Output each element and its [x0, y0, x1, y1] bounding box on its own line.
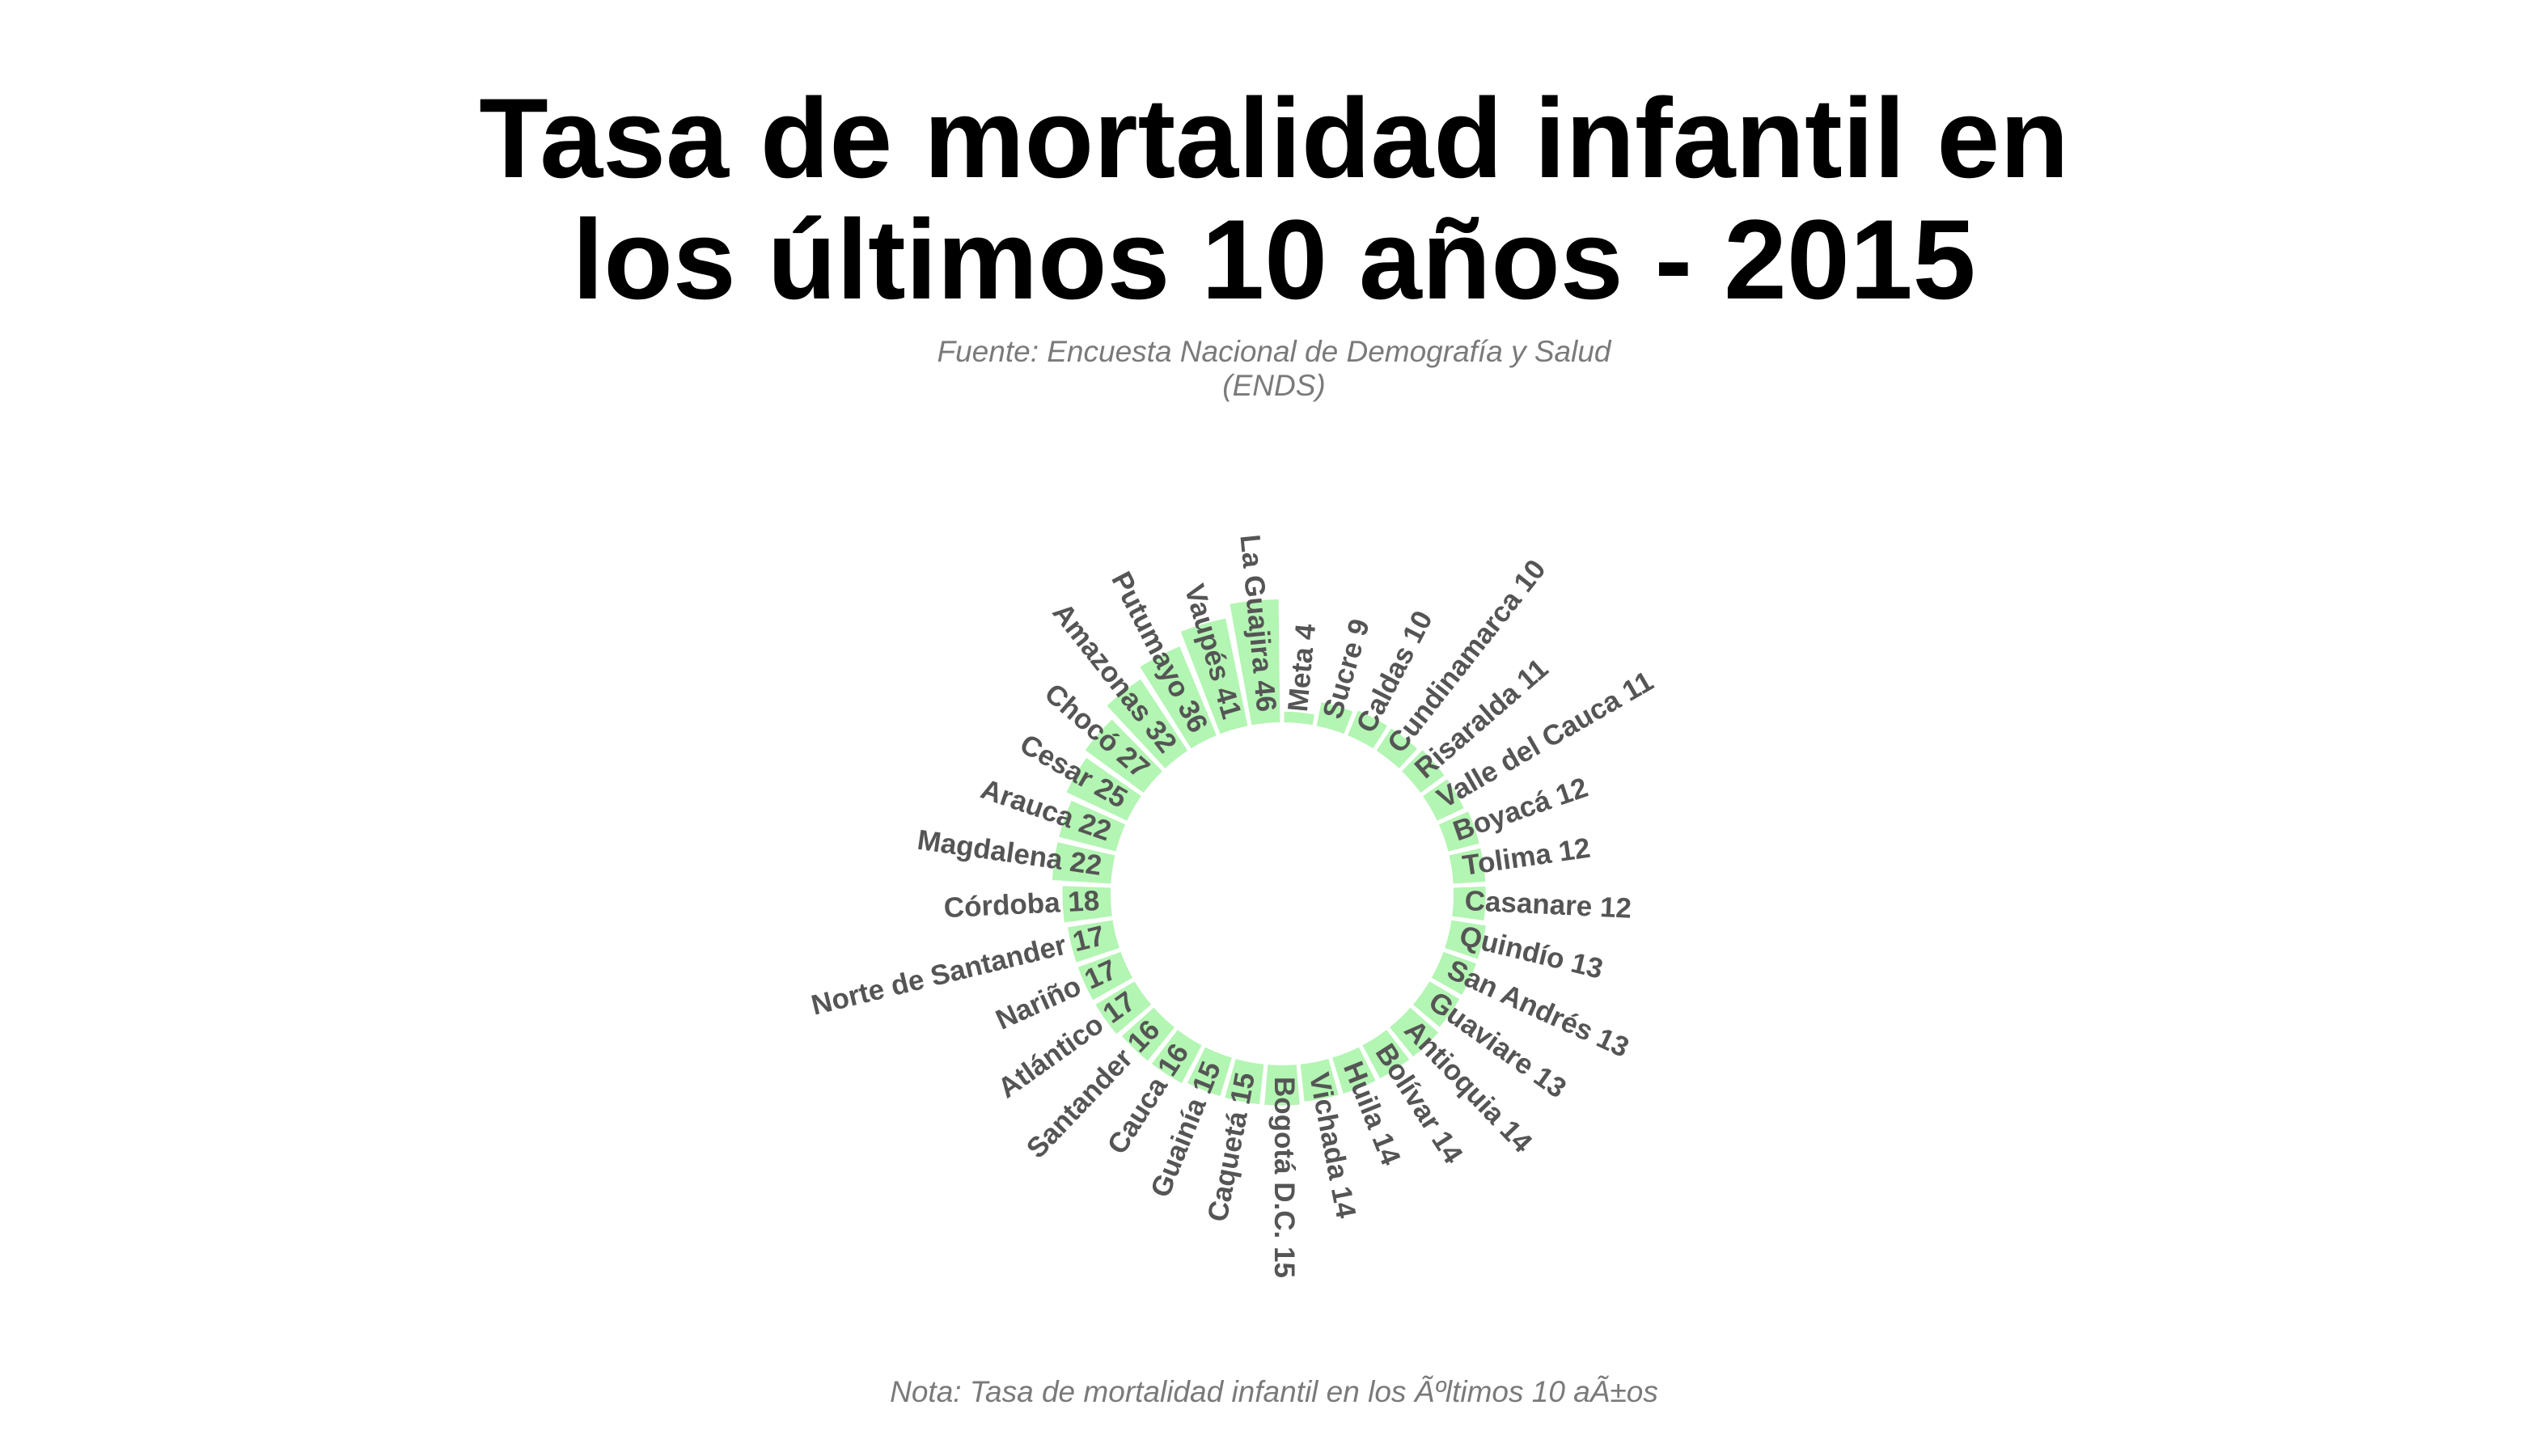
bar-atl-ntico [1095, 981, 1152, 1035]
bar-guaviare [1412, 981, 1460, 1027]
bar-antioquia [1390, 1007, 1439, 1057]
bar-santander [1121, 1007, 1175, 1061]
chart-caption: Nota: Tasa de mortalidad infantil en los… [890, 1375, 1658, 1408]
bar-caldas [1348, 710, 1387, 749]
bar-huila [1332, 1047, 1376, 1094]
chart-subtitle-line-1: Fuente: Encuesta Nacional de Demografía … [937, 335, 1611, 368]
bar-label: Meta 4 [1282, 622, 1322, 713]
bar-cesar [1066, 758, 1141, 821]
bar-choc- [1085, 719, 1162, 793]
bar-tolima [1449, 848, 1486, 884]
bar-amazonas [1107, 679, 1188, 768]
chart-title-line-1: Tasa de mortalidad infantil en [479, 74, 2069, 201]
bars-layer [1052, 599, 1486, 1106]
bar-cundinamarca [1376, 728, 1417, 768]
bar-label: Bogotá D.C. 15 [1268, 1077, 1300, 1278]
bar-bogot-d-c- [1264, 1064, 1300, 1106]
bar-label: Casanare 12 [1464, 885, 1632, 925]
bar-vichada [1300, 1059, 1339, 1102]
bar-arauca [1059, 800, 1126, 852]
bar-valle-del-cauca [1423, 779, 1464, 821]
bar-guain-a [1187, 1047, 1232, 1097]
bar-casanare [1452, 887, 1486, 921]
bar-sucre [1316, 702, 1353, 734]
chart-subtitle-line-2: (ENDS) [1222, 369, 1326, 402]
bar-meta [1284, 711, 1314, 726]
chart-title: Tasa de mortalidad infantil en los últim… [0, 78, 2548, 320]
bar-la-guajira [1230, 599, 1280, 726]
chart-title-line-2: los últimos 10 años - 2015 [572, 196, 1976, 323]
bar-c-rdoba [1062, 886, 1112, 923]
bar-label: Córdoba 18 [943, 885, 1100, 924]
bar-san-andr-s [1431, 951, 1476, 995]
bar-quind-o [1445, 920, 1486, 959]
bar-norte-de-santander [1068, 920, 1120, 963]
chart-subtitle: Fuente: Encuesta Nacional de Demografía … [0, 335, 2548, 403]
bar-putumayo [1140, 646, 1217, 749]
bar-boyac- [1438, 811, 1479, 852]
bar-magdalena [1052, 842, 1115, 884]
bar-cauca [1151, 1030, 1202, 1083]
bar-risaralda [1402, 750, 1445, 793]
bar-nari-o [1077, 951, 1133, 1001]
bar-bol-var [1362, 1030, 1410, 1079]
bar-vaup-s [1180, 618, 1248, 734]
bar-caquet- [1225, 1059, 1264, 1105]
